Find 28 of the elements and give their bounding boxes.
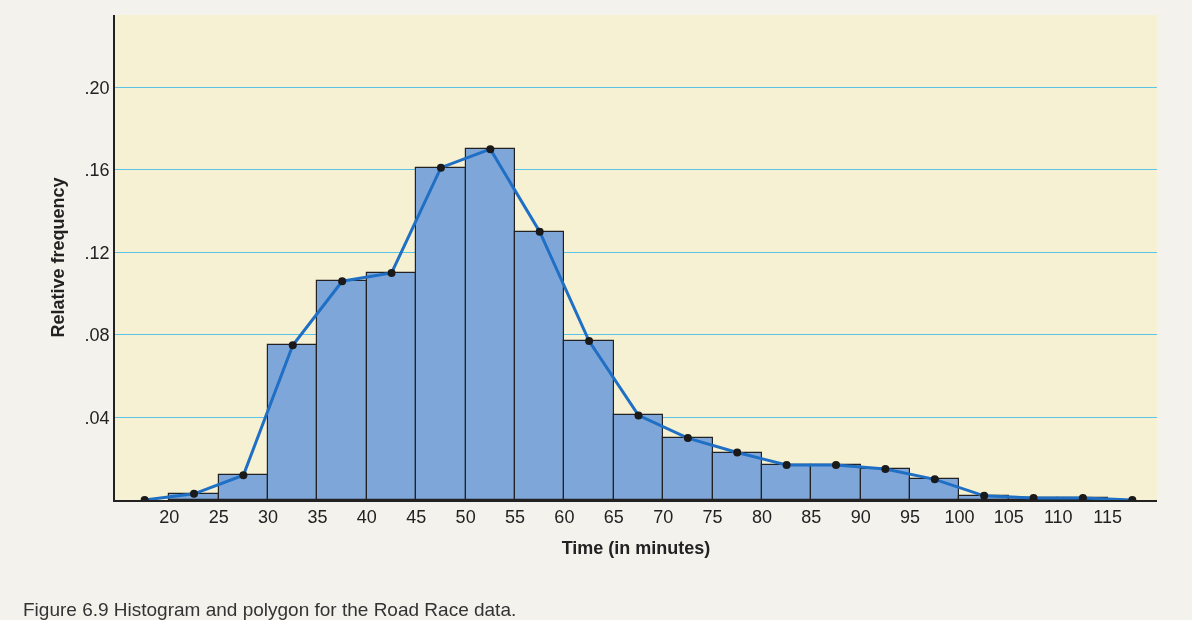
y-tick-label: .20 bbox=[84, 77, 110, 98]
x-tick-label: 75 bbox=[702, 507, 723, 528]
x-tick-label: 70 bbox=[653, 507, 674, 528]
y-tick-label: .08 bbox=[84, 325, 110, 346]
x-tick-label: 60 bbox=[554, 507, 575, 528]
y-tick-label: .16 bbox=[84, 160, 110, 181]
x-tick-label: 55 bbox=[504, 507, 526, 528]
y-tick-label: .04 bbox=[84, 407, 110, 428]
caption: Figure 6.9 Histogram and polygon for the Road Race data. bbox=[23, 599, 517, 620]
x-tick-label: 35 bbox=[307, 507, 328, 528]
x-tick-label: 95 bbox=[900, 507, 921, 528]
x-tick-label: 45 bbox=[406, 507, 427, 528]
x-tick-label: 115 bbox=[1093, 507, 1122, 528]
x-tick-label: 80 bbox=[751, 507, 772, 528]
x-tick-label: 40 bbox=[356, 507, 377, 528]
x-tick-label: 85 bbox=[801, 507, 822, 528]
x-tick-label: 50 bbox=[455, 507, 476, 528]
x-tick-label: 30 bbox=[258, 507, 279, 528]
x-tick-label: 100 bbox=[944, 507, 975, 528]
x-tick-label: 90 bbox=[850, 507, 871, 528]
y-axis-title: Relative frequency bbox=[48, 177, 69, 338]
x-tick-label: 65 bbox=[603, 507, 624, 528]
x-axis-title: Time (in minutes) bbox=[561, 537, 711, 558]
y-tick-label: .12 bbox=[84, 242, 110, 263]
x-tick-label: 110 bbox=[1043, 507, 1073, 528]
x-tick-label: 105 bbox=[993, 507, 1024, 528]
x-tick-label: 20 bbox=[159, 507, 180, 528]
x-tick-label: 25 bbox=[208, 507, 229, 528]
